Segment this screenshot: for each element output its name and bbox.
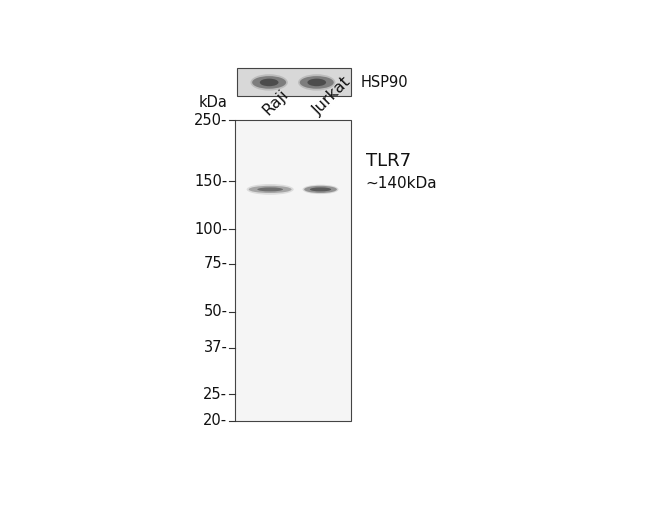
Ellipse shape (307, 79, 326, 86)
Text: 100-: 100- (194, 222, 228, 237)
Text: 150-: 150- (194, 174, 228, 189)
Text: Raji: Raji (259, 87, 291, 119)
Ellipse shape (250, 74, 288, 90)
Text: ~140kDa: ~140kDa (366, 176, 437, 191)
Text: 37-: 37- (203, 340, 227, 355)
Text: kDa: kDa (198, 96, 228, 110)
Ellipse shape (252, 76, 286, 89)
Ellipse shape (302, 185, 339, 194)
Text: TLR7: TLR7 (366, 152, 411, 171)
Ellipse shape (257, 187, 283, 191)
Ellipse shape (298, 74, 335, 90)
Text: 250-: 250- (194, 113, 228, 128)
Ellipse shape (304, 186, 337, 193)
Text: 20-: 20- (203, 413, 227, 428)
Ellipse shape (300, 76, 333, 89)
Text: HSP90: HSP90 (361, 75, 408, 90)
Ellipse shape (249, 186, 292, 193)
Text: Jurkat: Jurkat (310, 75, 354, 119)
Ellipse shape (246, 184, 294, 195)
Bar (237, 69, 351, 96)
Text: 25-: 25- (203, 387, 227, 402)
Bar (235, 121, 351, 421)
Text: 75-: 75- (203, 256, 227, 271)
Ellipse shape (260, 79, 278, 86)
Text: 50-: 50- (203, 304, 227, 319)
Ellipse shape (310, 187, 331, 191)
